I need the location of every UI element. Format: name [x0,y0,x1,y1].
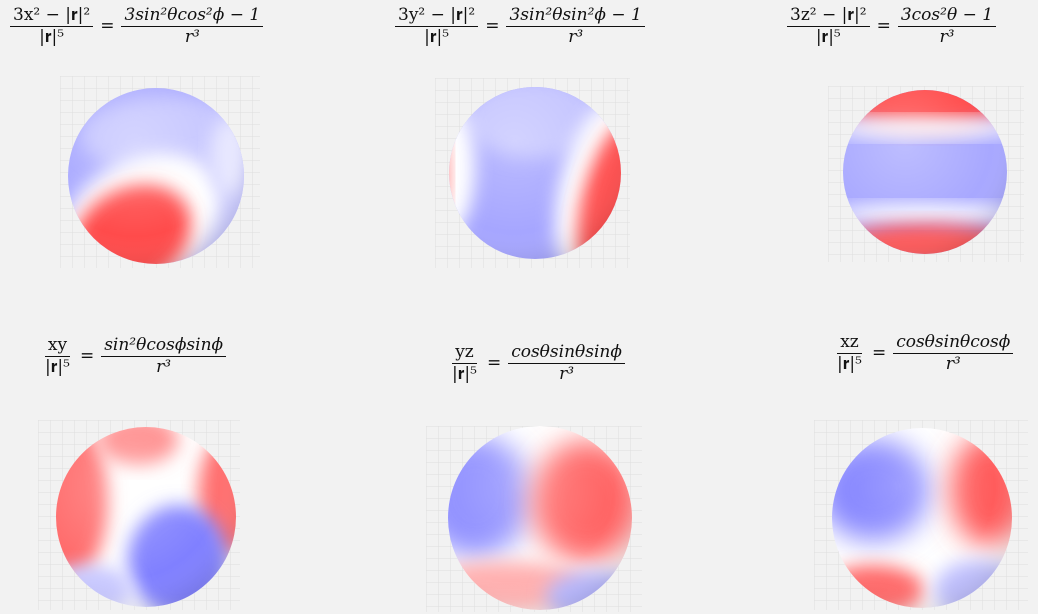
lhs-denominator: |𝐫|⁵ [45,356,70,377]
lhs-denominator: |𝐫|⁵ [39,26,65,47]
equation-xz: xz |𝐫|⁵ = cosθsinθcosϕ r³ [832,333,1015,373]
rhs-denominator: r³ [939,26,955,47]
rhs-fraction: cosθsinθsinϕ r³ [508,343,625,383]
rhs-denominator: r³ [156,356,172,377]
lhs-fraction: xz |𝐫|⁵ [834,333,865,373]
equation-xy: xy |𝐫|⁵ = sin²θcosϕsinϕ r³ [40,336,228,376]
equation-yz: yz |𝐫|⁵ = cosθsinθsinϕ r³ [447,343,627,383]
rhs-fraction: 3sin²θcos²ϕ − 1 r³ [121,6,264,47]
equals-sign: = [871,343,887,364]
lhs-numerator: 3y² − |𝐫|² [395,6,479,27]
lhs-fraction: xy |𝐫|⁵ [42,336,73,376]
lhs-fraction: yz |𝐫|⁵ [449,343,480,383]
equation-yy: 3y² − |𝐫|² |𝐫|⁵ = 3sin²θsin²ϕ − 1 r³ [393,6,647,46]
lhs-denominator: |𝐫|⁵ [452,363,477,384]
sphere-surface [843,90,1007,254]
sphere-plot-xx [60,76,260,268]
sphere-plot-zz [828,86,1024,262]
lhs-denominator: |𝐫|⁵ [424,26,450,47]
lhs-fraction: 3x² − |𝐫|² |𝐫|⁵ [10,6,94,47]
rhs-fraction: cosθsinθcosϕ r³ [893,333,1014,374]
rhs-fraction: 3cos²θ − 1 r³ [897,6,997,47]
rhs-denominator: r³ [568,26,584,47]
lhs-denominator: |𝐫|⁵ [837,353,862,374]
lhs-numerator: xz [837,333,862,354]
equals-sign: = [876,16,891,37]
lhs-numerator: xy [44,336,71,357]
rhs-numerator: 3sin²θsin²ϕ − 1 [506,6,645,27]
equals-sign: = [485,16,500,37]
rhs-denominator: r³ [945,353,961,374]
sphere-surface [448,426,632,610]
rhs-numerator: 3cos²θ − 1 [897,6,997,27]
equation-zz: 3z² − |𝐫|² |𝐫|⁵ = 3cos²θ − 1 r³ [785,6,998,46]
lhs-numerator: 3z² − |𝐫|² [787,6,870,27]
sphere-surface [56,427,236,607]
sphere-surface [68,88,244,264]
lhs-fraction: 3z² − |𝐫|² |𝐫|⁵ [787,6,870,46]
rhs-denominator: r³ [184,26,200,47]
rhs-numerator: sin²θcosϕsinϕ [101,336,227,357]
rhs-fraction: 3sin²θsin²ϕ − 1 r³ [506,6,645,47]
equals-sign: = [100,16,115,37]
sphere-plot-xz [814,420,1028,610]
rhs-fraction: sin²θcosϕsinϕ r³ [101,336,227,377]
rhs-numerator: cosθsinθsinϕ [508,343,625,364]
lhs-numerator: yz [452,343,477,364]
lhs-fraction: 3y² − |𝐫|² |𝐫|⁵ [395,6,479,47]
sphere-plot-yz [426,426,642,612]
rhs-numerator: 3sin²θcos²ϕ − 1 [121,6,264,27]
lhs-denominator: |𝐫|⁵ [815,26,841,47]
equals-sign: = [79,346,95,367]
rhs-numerator: cosθsinθcosϕ [893,333,1014,354]
sphere-surface [449,87,621,259]
rhs-denominator: r³ [559,363,575,384]
lhs-numerator: 3x² − |𝐫|² [10,6,94,27]
equals-sign: = [486,353,502,374]
sphere-plot-yy [435,78,630,268]
equation-xx: 3x² − |𝐫|² |𝐫|⁵ = 3sin²θcos²ϕ − 1 r³ [8,6,265,46]
sphere-plot-xy [38,420,240,610]
